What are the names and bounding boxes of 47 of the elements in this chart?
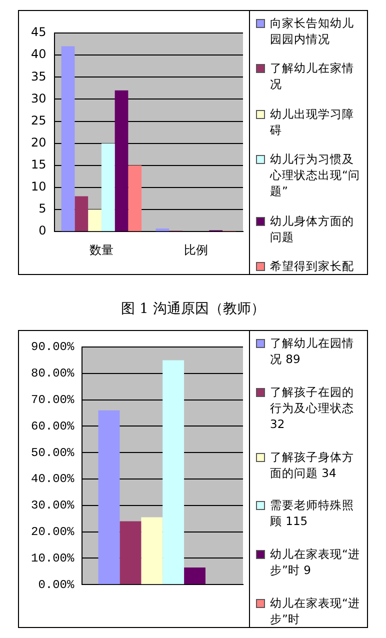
y-tick-label: 30.00% [30,498,75,513]
y-tick-label: 90.00% [30,340,75,354]
bar [98,410,120,584]
y-tick-label: 40.00% [30,472,75,486]
y-tick-label: 10 [30,180,46,194]
y-tick-label: 5 [38,202,46,216]
y-tick-label: 15 [30,158,46,172]
bar [162,360,184,584]
legend-label: 向家长告知幼儿园园内情况 [270,15,355,47]
y-tick-label: 10.00% [30,551,75,566]
bar [128,165,142,232]
legend-label: 幼儿在家表现“进步”时 9 [270,546,361,578]
bar [61,46,75,232]
bar [74,196,88,232]
legend-label: 需要老师特殊照顾 115 [270,497,355,530]
y-tick-label: 25 [30,113,46,128]
y-tick-label: 60.00% [30,419,75,434]
y-tick-label: 0 [38,224,46,238]
bar [156,228,170,232]
legend-label: 了解幼儿在园情况 89 [270,335,355,367]
legend-label: 希望得到家长配 [270,258,354,274]
y-tick-label: 40 [30,47,46,62]
bar [120,521,142,584]
bar [114,90,128,232]
y-tick-label: 30 [30,91,46,106]
legend-label: 幼儿出现学习障碍 [270,106,355,138]
y-tick-label: 0.00% [38,578,75,592]
bar [184,567,206,584]
legend-label: 幼儿身体方面的问题 [270,212,355,245]
y-tick-label: 80.00% [30,366,75,381]
legend-label: 了解幼儿在家情况 [270,60,355,92]
y-tick-label: 35 [30,69,46,84]
y-tick-label: 45 [30,25,46,40]
caption: 图 1 沟通原因（教师） [120,300,266,318]
bar [88,210,102,232]
y-tick-label: 20.00% [30,524,75,539]
bar [101,143,115,232]
bar [141,517,163,584]
legend-label: 幼儿在家表现“进步”时 [270,594,361,627]
y-tick-label: 50.00% [30,446,75,460]
legend-label: 幼儿行为习惯及心理状态出现“问题” [270,151,361,200]
legend-label: 了解孩子在园的行为及心理状态 32 [270,384,355,432]
x-tick-label: 数量 [89,242,114,257]
legend-label: 了解孩子身体方面的问题 34 [270,448,355,481]
x-tick-label: 比例 [184,242,208,257]
y-tick-label: 20 [30,135,46,150]
y-tick-label: 70.00% [30,392,75,407]
